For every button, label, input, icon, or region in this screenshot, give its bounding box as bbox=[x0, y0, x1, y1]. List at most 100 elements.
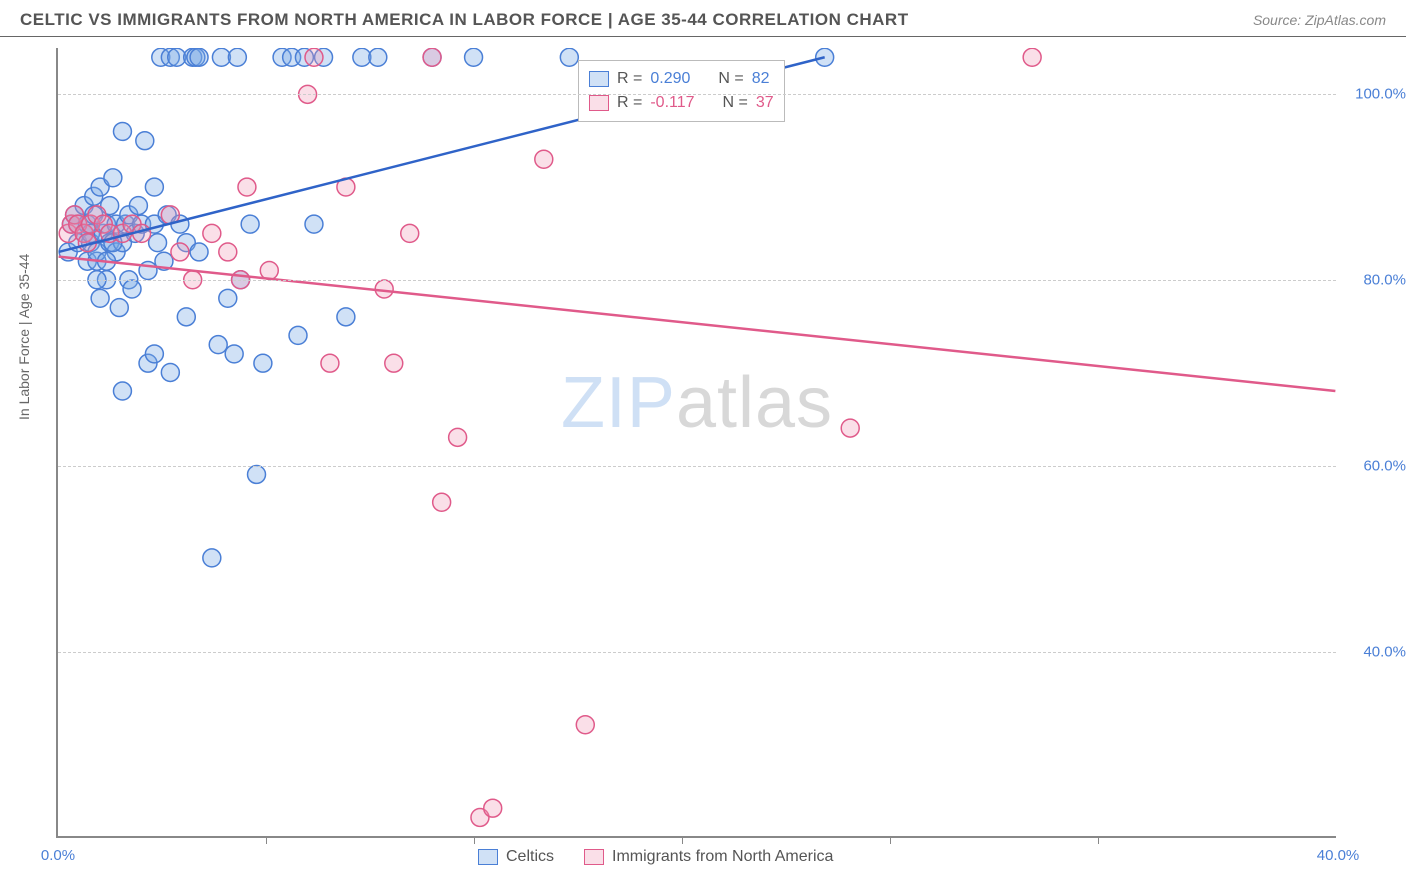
data-point bbox=[203, 549, 221, 567]
data-point bbox=[88, 206, 106, 224]
trend-line bbox=[59, 257, 1336, 391]
data-point bbox=[158, 206, 176, 224]
data-point bbox=[104, 169, 122, 187]
data-point bbox=[91, 289, 109, 307]
chart-header: CELTIC VS IMMIGRANTS FROM NORTH AMERICA … bbox=[0, 0, 1406, 37]
data-point bbox=[75, 224, 93, 242]
chart-title: CELTIC VS IMMIGRANTS FROM NORTH AMERICA … bbox=[20, 10, 909, 30]
data-point bbox=[315, 48, 333, 66]
data-point bbox=[225, 345, 243, 363]
data-point bbox=[82, 224, 100, 242]
data-point bbox=[248, 465, 266, 483]
data-point bbox=[113, 122, 131, 140]
data-point bbox=[161, 48, 179, 66]
data-point bbox=[66, 206, 84, 224]
legend-swatch-pink bbox=[589, 95, 609, 111]
data-point bbox=[576, 716, 594, 734]
data-point bbox=[465, 48, 483, 66]
data-point bbox=[78, 234, 96, 252]
legend-item-celtics: Celtics bbox=[478, 848, 554, 866]
data-point bbox=[209, 336, 227, 354]
data-point bbox=[101, 197, 119, 215]
data-point bbox=[423, 48, 441, 66]
y-tick-label: 60.0% bbox=[1346, 458, 1406, 475]
data-point bbox=[385, 354, 403, 372]
data-point bbox=[94, 215, 112, 233]
data-point bbox=[203, 224, 221, 242]
data-point bbox=[82, 215, 100, 233]
watermark: ZIPatlas bbox=[561, 362, 833, 444]
chart-container: ZIPatlas R = 0.290 N = 82 R = -0.117 N =… bbox=[56, 48, 1336, 838]
data-point bbox=[155, 252, 173, 270]
data-point bbox=[171, 243, 189, 261]
data-point bbox=[123, 280, 141, 298]
legend-swatch-blue-2 bbox=[478, 849, 498, 865]
data-point bbox=[78, 252, 96, 270]
data-point bbox=[139, 354, 157, 372]
data-point bbox=[161, 363, 179, 381]
data-point bbox=[120, 206, 138, 224]
data-point bbox=[69, 215, 87, 233]
data-point bbox=[212, 48, 230, 66]
x-minor-tick bbox=[474, 836, 475, 844]
legend-r-prefix-2: R = bbox=[617, 94, 642, 112]
data-point bbox=[337, 308, 355, 326]
data-point bbox=[219, 243, 237, 261]
legend-label-celtics: Celtics bbox=[506, 848, 554, 866]
data-point bbox=[69, 215, 87, 233]
plot-area: ZIPatlas R = 0.290 N = 82 R = -0.117 N =… bbox=[56, 48, 1336, 838]
data-point bbox=[321, 354, 339, 372]
data-point bbox=[98, 252, 116, 270]
data-point bbox=[123, 215, 141, 233]
data-point bbox=[449, 428, 467, 446]
legend-n-celtics: 82 bbox=[752, 70, 770, 88]
data-point bbox=[66, 206, 84, 224]
data-point bbox=[168, 48, 186, 66]
data-point bbox=[177, 308, 195, 326]
x-minor-tick bbox=[1098, 836, 1099, 844]
legend-n-prefix: N = bbox=[718, 70, 743, 88]
data-point bbox=[219, 289, 237, 307]
data-point bbox=[91, 178, 109, 196]
data-point bbox=[85, 206, 103, 224]
data-point bbox=[94, 224, 112, 242]
data-point bbox=[228, 48, 246, 66]
data-point bbox=[145, 215, 163, 233]
data-point bbox=[88, 243, 106, 261]
data-point bbox=[305, 215, 323, 233]
data-point bbox=[107, 215, 125, 233]
data-point bbox=[145, 345, 163, 363]
data-point bbox=[62, 215, 80, 233]
data-point bbox=[75, 197, 93, 215]
legend-n-prefix-2: N = bbox=[723, 94, 748, 112]
data-point bbox=[369, 48, 387, 66]
data-point bbox=[88, 252, 106, 270]
data-point bbox=[423, 48, 441, 66]
data-point bbox=[289, 326, 307, 344]
legend-r-celtics: 0.290 bbox=[650, 70, 690, 88]
data-point bbox=[82, 234, 100, 252]
data-point bbox=[113, 224, 131, 242]
x-minor-tick bbox=[890, 836, 891, 844]
data-point bbox=[136, 132, 154, 150]
legend-series: Celtics Immigrants from North America bbox=[478, 848, 833, 866]
data-point bbox=[816, 48, 834, 66]
data-point bbox=[560, 48, 578, 66]
data-point bbox=[184, 48, 202, 66]
legend-item-immigrants: Immigrants from North America bbox=[584, 848, 833, 866]
data-point bbox=[133, 215, 151, 233]
y-axis-label: In Labor Force | Age 35-44 bbox=[16, 254, 32, 420]
data-point bbox=[149, 234, 167, 252]
data-point bbox=[98, 215, 116, 233]
data-point bbox=[110, 299, 128, 317]
data-point bbox=[283, 48, 301, 66]
legend-swatch-pink-2 bbox=[584, 849, 604, 865]
data-point bbox=[273, 48, 291, 66]
data-point bbox=[238, 178, 256, 196]
data-point bbox=[161, 206, 179, 224]
data-point bbox=[535, 150, 553, 168]
data-point bbox=[139, 262, 157, 280]
watermark-thin: atlas bbox=[676, 363, 833, 443]
gridline-h bbox=[58, 652, 1336, 653]
data-point bbox=[85, 187, 103, 205]
